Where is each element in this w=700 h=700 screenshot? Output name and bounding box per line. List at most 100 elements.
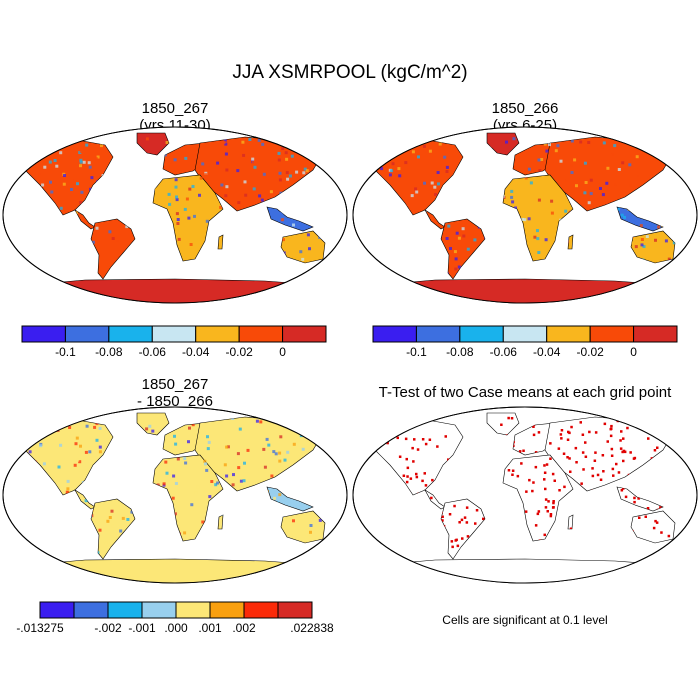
significant-cell <box>638 516 641 519</box>
grid-cell <box>415 190 419 194</box>
map-panel-case1 <box>2 126 348 304</box>
significant-cell <box>610 454 614 457</box>
significant-cell <box>544 487 547 491</box>
grid-cell <box>79 201 83 204</box>
grid-cell <box>411 150 415 154</box>
significant-cell <box>568 431 571 435</box>
significant-cell <box>405 480 409 484</box>
grid-cell <box>279 435 283 439</box>
grid-cell <box>121 516 125 520</box>
significant-cell <box>588 430 591 434</box>
grid-cell <box>634 245 638 249</box>
grid-cell <box>225 474 229 478</box>
significant-cell <box>520 462 523 465</box>
grid-cell <box>565 179 569 183</box>
grid-cell <box>589 192 593 196</box>
colorbar-tick-label: -0.1 <box>55 345 76 359</box>
grid-cell <box>569 163 573 167</box>
grid-cell <box>187 440 190 444</box>
grid-cell <box>510 195 514 199</box>
significant-cell <box>655 521 659 524</box>
grid-cell <box>199 176 203 180</box>
colorbar-swatch <box>64 325 110 343</box>
grid-cell <box>28 450 32 454</box>
grid-cell <box>550 211 554 215</box>
significant-cell <box>683 449 686 452</box>
grid-cell <box>621 161 625 165</box>
grid-cell <box>541 175 545 179</box>
grid-cell <box>49 180 52 184</box>
grid-cell <box>43 165 47 169</box>
significant-cell <box>406 466 410 470</box>
grid-cell <box>281 147 285 151</box>
grid-cell <box>266 193 270 197</box>
grid-cell <box>369 149 373 152</box>
grid-cell <box>453 250 457 254</box>
grid-cell <box>262 172 266 176</box>
significant-cell <box>612 474 615 477</box>
grid-cell <box>681 267 685 271</box>
significant-cell <box>365 455 369 458</box>
colorbar-swatch <box>107 601 143 619</box>
colorbar-swatch <box>243 601 279 619</box>
grid-cell <box>173 434 176 438</box>
colorbar-tick-label: -0.08 <box>446 345 474 359</box>
grid-cell <box>210 480 214 483</box>
colorbar-swatch <box>108 325 153 343</box>
landmass-1 <box>136 132 170 156</box>
panel-title-case1-line1: 1850_267 <box>141 100 209 117</box>
grid-cell <box>96 155 100 159</box>
grid-cell <box>188 426 191 430</box>
significant-cell <box>677 537 681 541</box>
grid-cell <box>422 144 426 148</box>
significant-cell <box>460 518 464 522</box>
grid-cell <box>46 421 50 425</box>
grid-cell <box>108 516 112 519</box>
grid-cell <box>445 170 449 173</box>
significant-cell <box>415 475 419 479</box>
colorbar-tick-label: -0.02 <box>576 345 604 359</box>
significant-cell <box>549 442 552 445</box>
grid-cell <box>628 184 632 187</box>
grid-cell <box>82 160 86 164</box>
significant-cell <box>409 477 413 480</box>
grid-cell <box>299 250 303 254</box>
significant-cell <box>461 537 464 540</box>
grid-cell <box>559 159 563 163</box>
significant-cell <box>537 510 541 513</box>
significant-cell <box>622 437 625 440</box>
grid-cell <box>284 151 288 155</box>
grid-cell <box>438 142 442 146</box>
grid-cell <box>44 419 47 423</box>
grid-cell <box>16 554 20 558</box>
grid-cell <box>239 479 243 483</box>
colorbar-swatch <box>238 325 284 343</box>
grid-cell <box>388 173 392 177</box>
grid-cell <box>73 463 77 467</box>
significant-cell <box>591 474 595 478</box>
grid-cell <box>524 176 528 180</box>
grid-cell <box>18 438 22 441</box>
grid-cell <box>300 419 304 423</box>
significant-cell <box>511 469 515 472</box>
colorbar-diff: -.013275 -.002 -.001 .000 .001 .002 .022838 <box>16 601 334 635</box>
grid-cell <box>206 447 210 451</box>
grid-cell <box>423 181 426 185</box>
significant-cell <box>466 535 470 538</box>
significant-cell <box>441 515 444 518</box>
grid-cell <box>533 235 537 239</box>
significant-cell <box>528 478 531 482</box>
grid-cell <box>21 449 25 453</box>
significant-cell <box>534 465 538 469</box>
significant-cell <box>411 446 414 450</box>
significant-cell <box>534 524 538 527</box>
grid-cell <box>95 226 99 230</box>
grid-cell <box>93 425 97 429</box>
significant-cell <box>525 490 528 493</box>
grid-cell <box>98 445 102 449</box>
significant-cell <box>552 506 555 509</box>
grid-cell <box>173 158 177 162</box>
grid-cell <box>315 422 319 426</box>
significant-cell <box>532 425 535 428</box>
significant-cell <box>654 519 657 523</box>
